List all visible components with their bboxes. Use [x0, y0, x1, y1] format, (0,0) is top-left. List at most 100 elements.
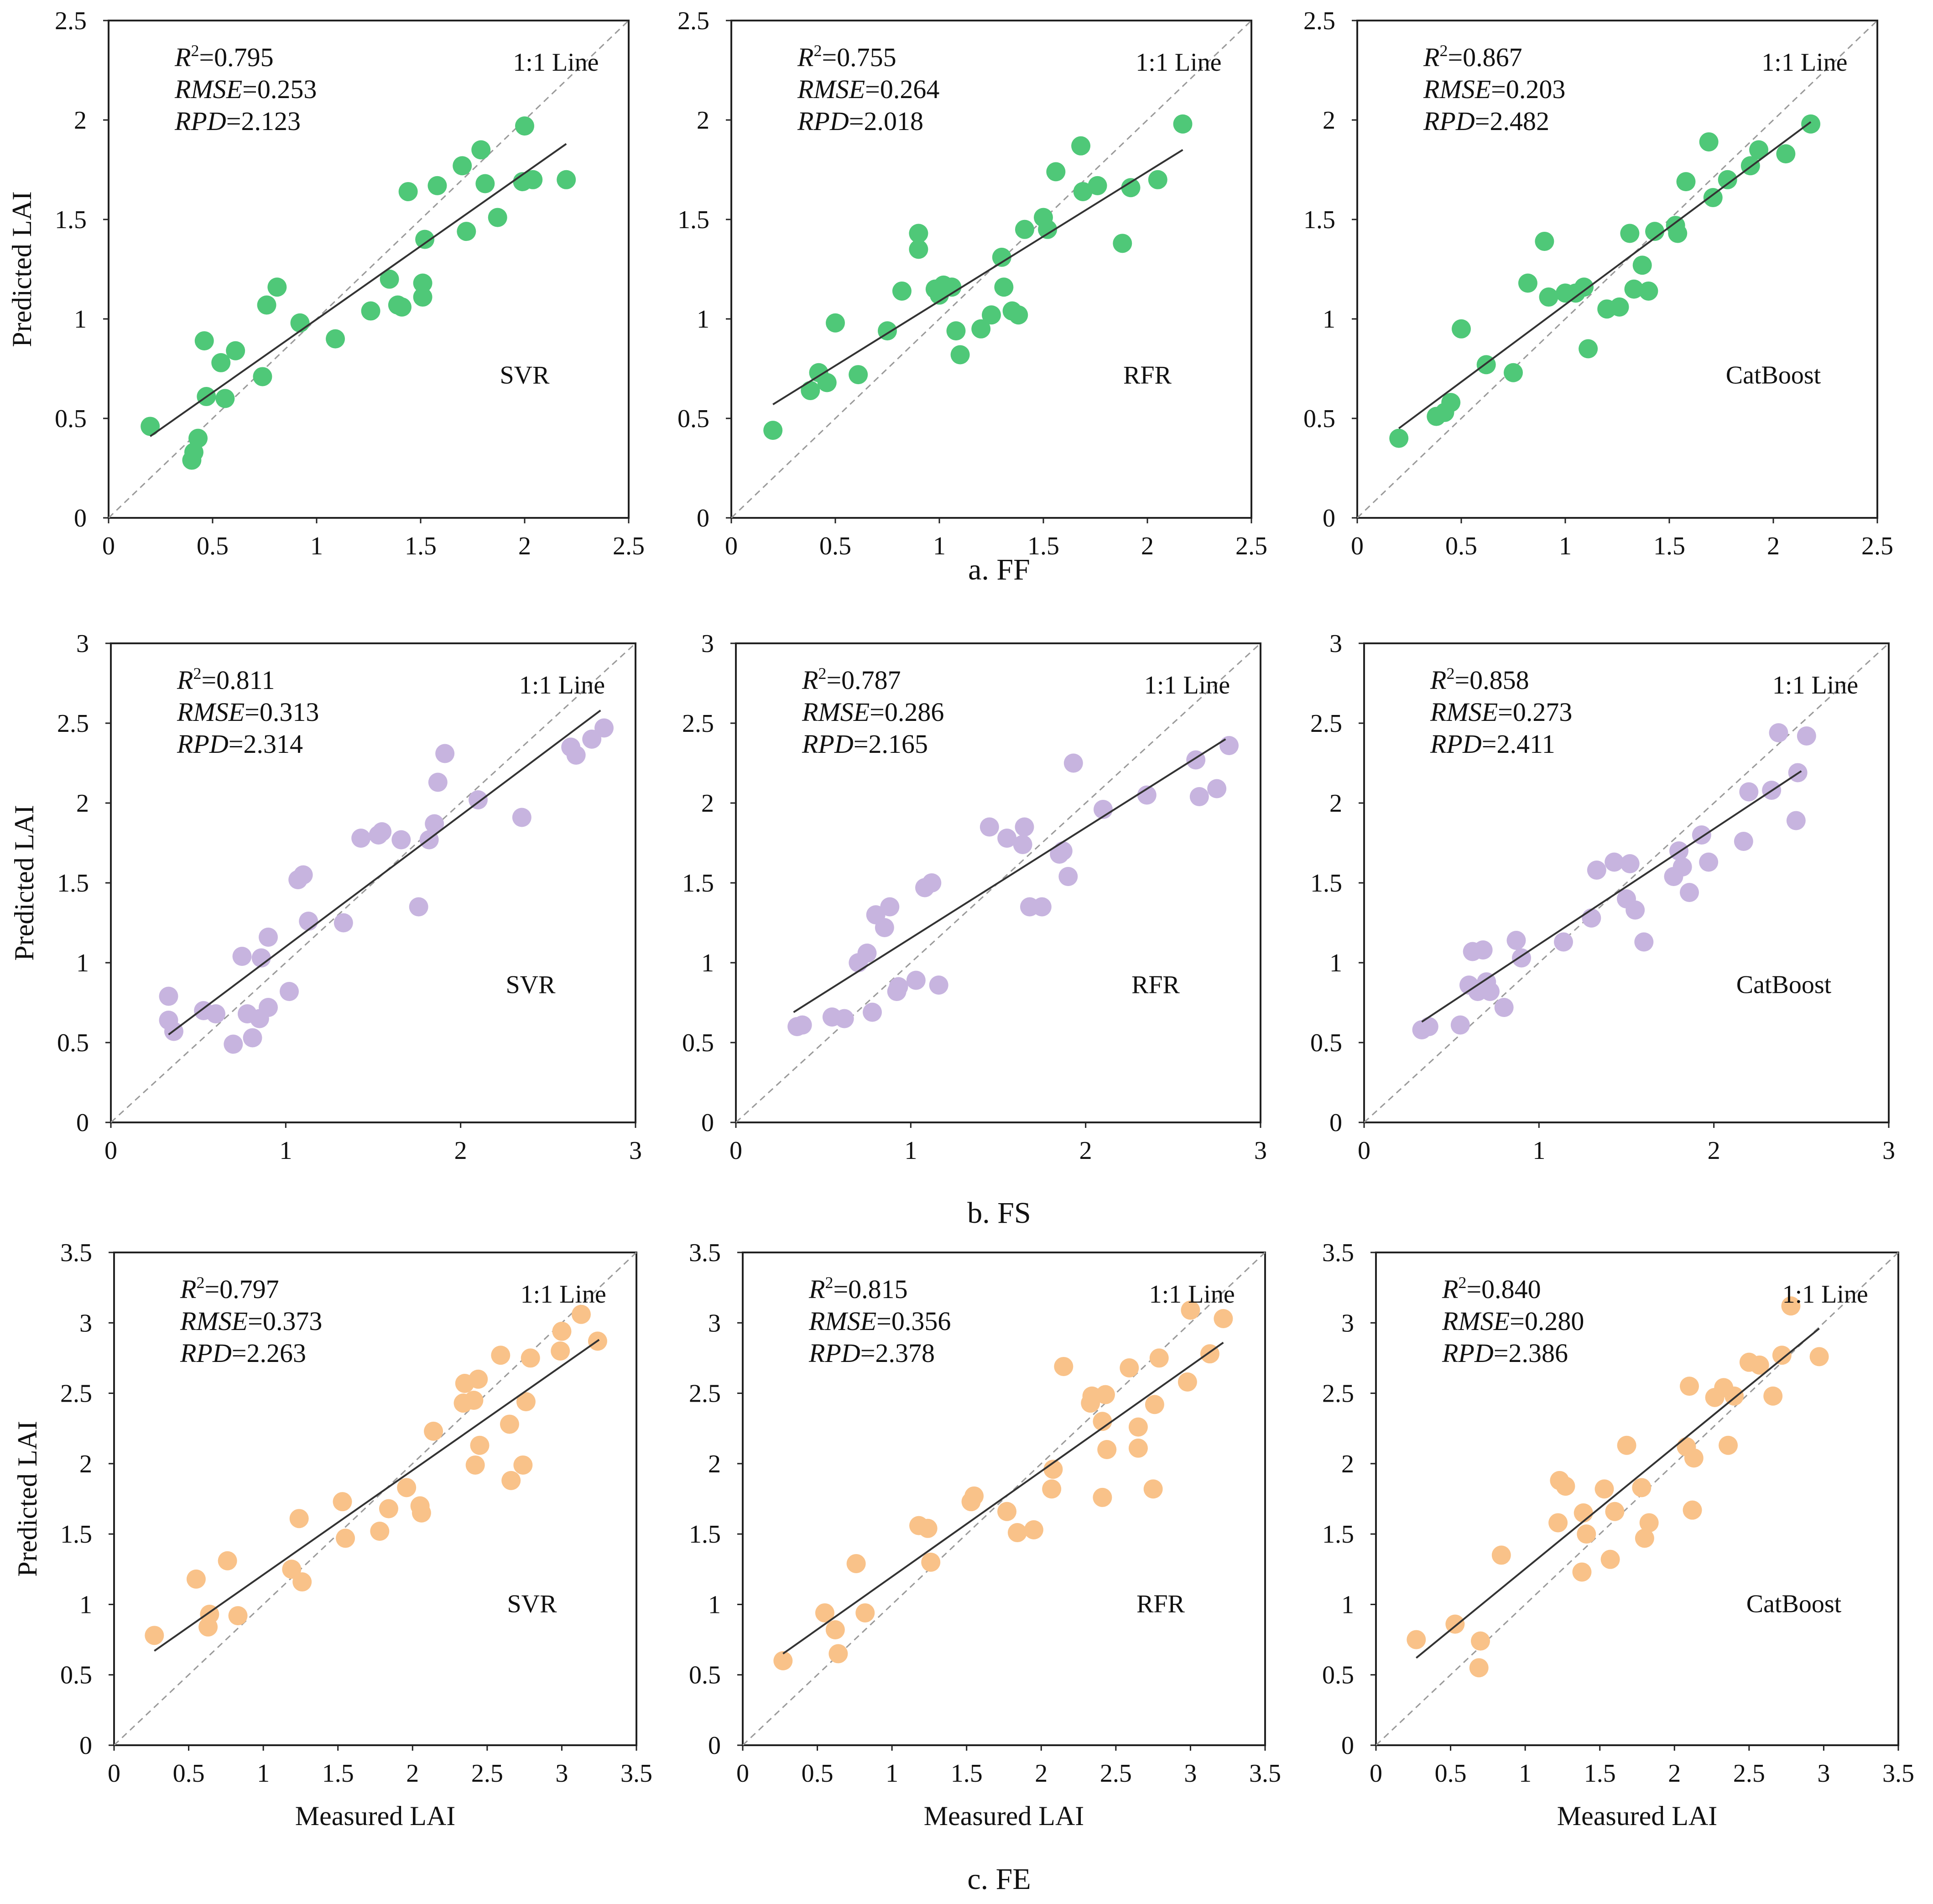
- y-tick-label: 2: [697, 106, 709, 135]
- data-point: [763, 421, 783, 440]
- data-point: [1181, 1300, 1200, 1320]
- data-point: [427, 176, 447, 195]
- r2-symbol: R: [802, 665, 818, 695]
- data-point: [817, 373, 837, 392]
- y-tick-label: 1: [74, 305, 87, 334]
- data-point: [1214, 1309, 1233, 1329]
- data-point: [801, 381, 820, 400]
- model-label: SVR: [500, 361, 550, 390]
- rpd-value: =2.165: [854, 729, 928, 759]
- r2-stat: R2=0.795: [174, 42, 274, 72]
- rpd-value: =2.482: [1475, 106, 1549, 136]
- rpd-value: =2.378: [860, 1338, 935, 1368]
- panel-ff-svr: 0 0.5 1 1.5 2 2.500.511.522.5R2=0.795RMSE=0.2…: [7, 7, 645, 560]
- y-tick-label: 2: [1323, 106, 1335, 135]
- data-point: [457, 222, 476, 241]
- y-tick-label: 2: [1341, 1450, 1354, 1478]
- y-tick-label: 2.5: [55, 7, 87, 35]
- data-point: [825, 1620, 845, 1639]
- x-axis-label: Measured LAI: [295, 1801, 456, 1831]
- data-point: [232, 947, 252, 966]
- data-point: [1173, 114, 1193, 134]
- data-point: [1007, 1523, 1027, 1543]
- data-point: [1518, 273, 1537, 293]
- data-point: [409, 897, 428, 917]
- data-point: [1573, 1503, 1593, 1523]
- y-tick-label: 1: [1323, 305, 1335, 334]
- data-point: [1452, 319, 1471, 339]
- y-tick-label: 1: [708, 1591, 721, 1619]
- data-point: [1219, 736, 1239, 755]
- data-point: [1626, 900, 1645, 920]
- r2-stat: R2=0.867: [1423, 42, 1522, 72]
- rmse-value: =0.373: [248, 1306, 322, 1336]
- identity-line-label: 1:1 Line: [1149, 1280, 1235, 1309]
- data-point: [997, 829, 1017, 848]
- data-point: [361, 301, 380, 321]
- data-point: [1786, 811, 1806, 830]
- r2-superscript: 2: [196, 1273, 204, 1292]
- data-point: [1548, 1513, 1568, 1533]
- data-point: [1624, 279, 1644, 299]
- data-point: [1207, 779, 1227, 798]
- x-tick-label: 2.5: [1100, 1759, 1132, 1788]
- data-point: [293, 865, 313, 885]
- model-label: SVR: [506, 971, 556, 999]
- y-tick-label: 1: [697, 305, 709, 334]
- x-tick-label: 1: [257, 1759, 270, 1788]
- y-tick-label: 2: [79, 1450, 92, 1478]
- data-point: [453, 156, 472, 176]
- model-label: CatBoost: [1746, 1590, 1842, 1618]
- rpd-stat: RPD=2.482: [1423, 106, 1549, 136]
- rpd-value: =2.314: [229, 729, 303, 759]
- r2-superscript: 2: [1446, 664, 1454, 683]
- y-tick-label: 1.5: [689, 1520, 721, 1549]
- data-point: [1093, 1412, 1112, 1431]
- data-point: [351, 829, 371, 848]
- data-point: [1781, 1296, 1801, 1316]
- x-tick-label: 1: [310, 532, 323, 560]
- x-tick-label: 3.5: [1882, 1759, 1914, 1788]
- data-point: [942, 277, 962, 297]
- rmse-symbol: RMSE: [1442, 1306, 1510, 1336]
- data-point: [1639, 1513, 1659, 1533]
- rpd-symbol: RPD: [808, 1338, 860, 1368]
- r2-symbol: R: [174, 42, 191, 72]
- data-point: [1620, 854, 1640, 873]
- data-point: [425, 814, 444, 834]
- identity-line-label: 1:1 Line: [1136, 48, 1221, 77]
- rpd-symbol: RPD: [177, 729, 229, 759]
- data-point: [1128, 1438, 1148, 1458]
- data-point: [1043, 1460, 1063, 1479]
- data-point: [1121, 178, 1141, 198]
- data-point: [892, 281, 912, 301]
- rpd-symbol: RPD: [797, 106, 849, 136]
- data-point: [159, 986, 178, 1006]
- data-point: [1469, 1658, 1489, 1678]
- data-point: [1776, 144, 1796, 164]
- x-tick-label: 2.5: [1733, 1759, 1765, 1788]
- y-tick-label: 0.5: [689, 1661, 721, 1690]
- x-tick-label: 3.5: [1249, 1759, 1281, 1788]
- data-point: [326, 329, 345, 349]
- data-point: [1539, 287, 1558, 307]
- data-point: [1189, 787, 1209, 806]
- x-tick-label: 0: [729, 1137, 742, 1165]
- data-point: [1015, 817, 1034, 837]
- data-point: [435, 744, 455, 763]
- x-tick-label: 0.5: [1435, 1759, 1467, 1788]
- data-point: [1097, 1440, 1117, 1459]
- data-point: [372, 822, 392, 841]
- data-point: [398, 182, 418, 201]
- data-point: [1577, 1524, 1596, 1544]
- rmse-stat: RMSE=0.373: [180, 1306, 322, 1336]
- x-tick-label: 0: [736, 1759, 749, 1788]
- rpd-stat: RPD=2.314: [177, 729, 303, 759]
- fit-line: [772, 149, 1183, 406]
- data-point: [512, 808, 531, 827]
- data-point: [290, 313, 310, 333]
- rmse-stat: RMSE=0.264: [797, 74, 939, 104]
- data-point: [1620, 224, 1640, 243]
- y-tick-label: 1.5: [677, 206, 709, 234]
- data-point: [1703, 188, 1723, 208]
